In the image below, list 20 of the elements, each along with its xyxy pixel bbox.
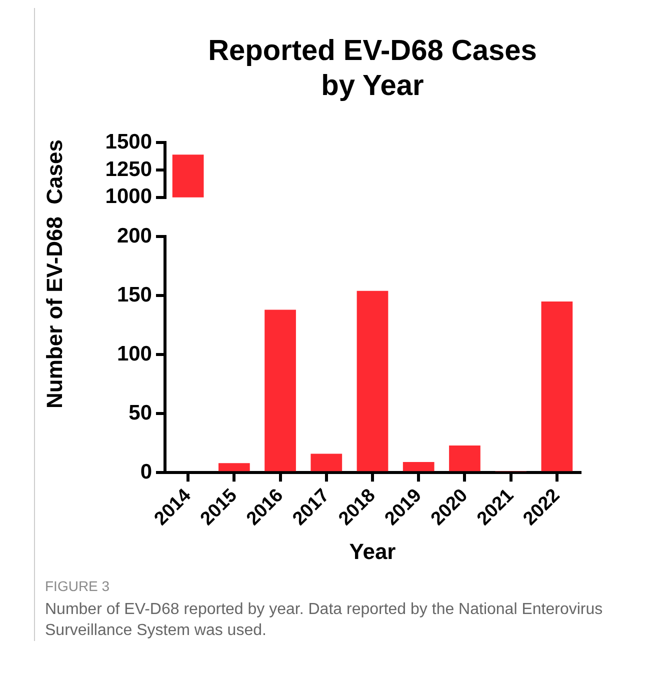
y-tick-label: 0 (140, 460, 152, 484)
y-tick-label: 150 (116, 283, 152, 306)
caption: FIGURE 3 (45, 577, 111, 596)
chart-title: Reported EV-D68 Cases by Year (207, 34, 538, 104)
bar (402, 462, 434, 472)
y-axis-title: Number of EV-D68 Cases (42, 140, 68, 408)
bar (218, 463, 250, 472)
y-tick-label: 1250 (105, 158, 152, 181)
bar (541, 302, 573, 472)
bar (356, 290, 388, 472)
text: Number of EV-D68 reported by year. Data reported by the National Enterovirus Surveillance System was used. (45, 600, 604, 641)
bar (264, 310, 296, 472)
y-tick-label: 1000 (105, 185, 152, 208)
bar (310, 454, 342, 472)
y-tick-label: 100 (116, 342, 152, 366)
bar (449, 445, 480, 472)
y-tick-label: 1500 (105, 130, 152, 154)
y-tick-label: 200 (116, 224, 152, 248)
y-tick-label: 50 (128, 401, 152, 424)
x-axis-title: Year (349, 538, 396, 564)
